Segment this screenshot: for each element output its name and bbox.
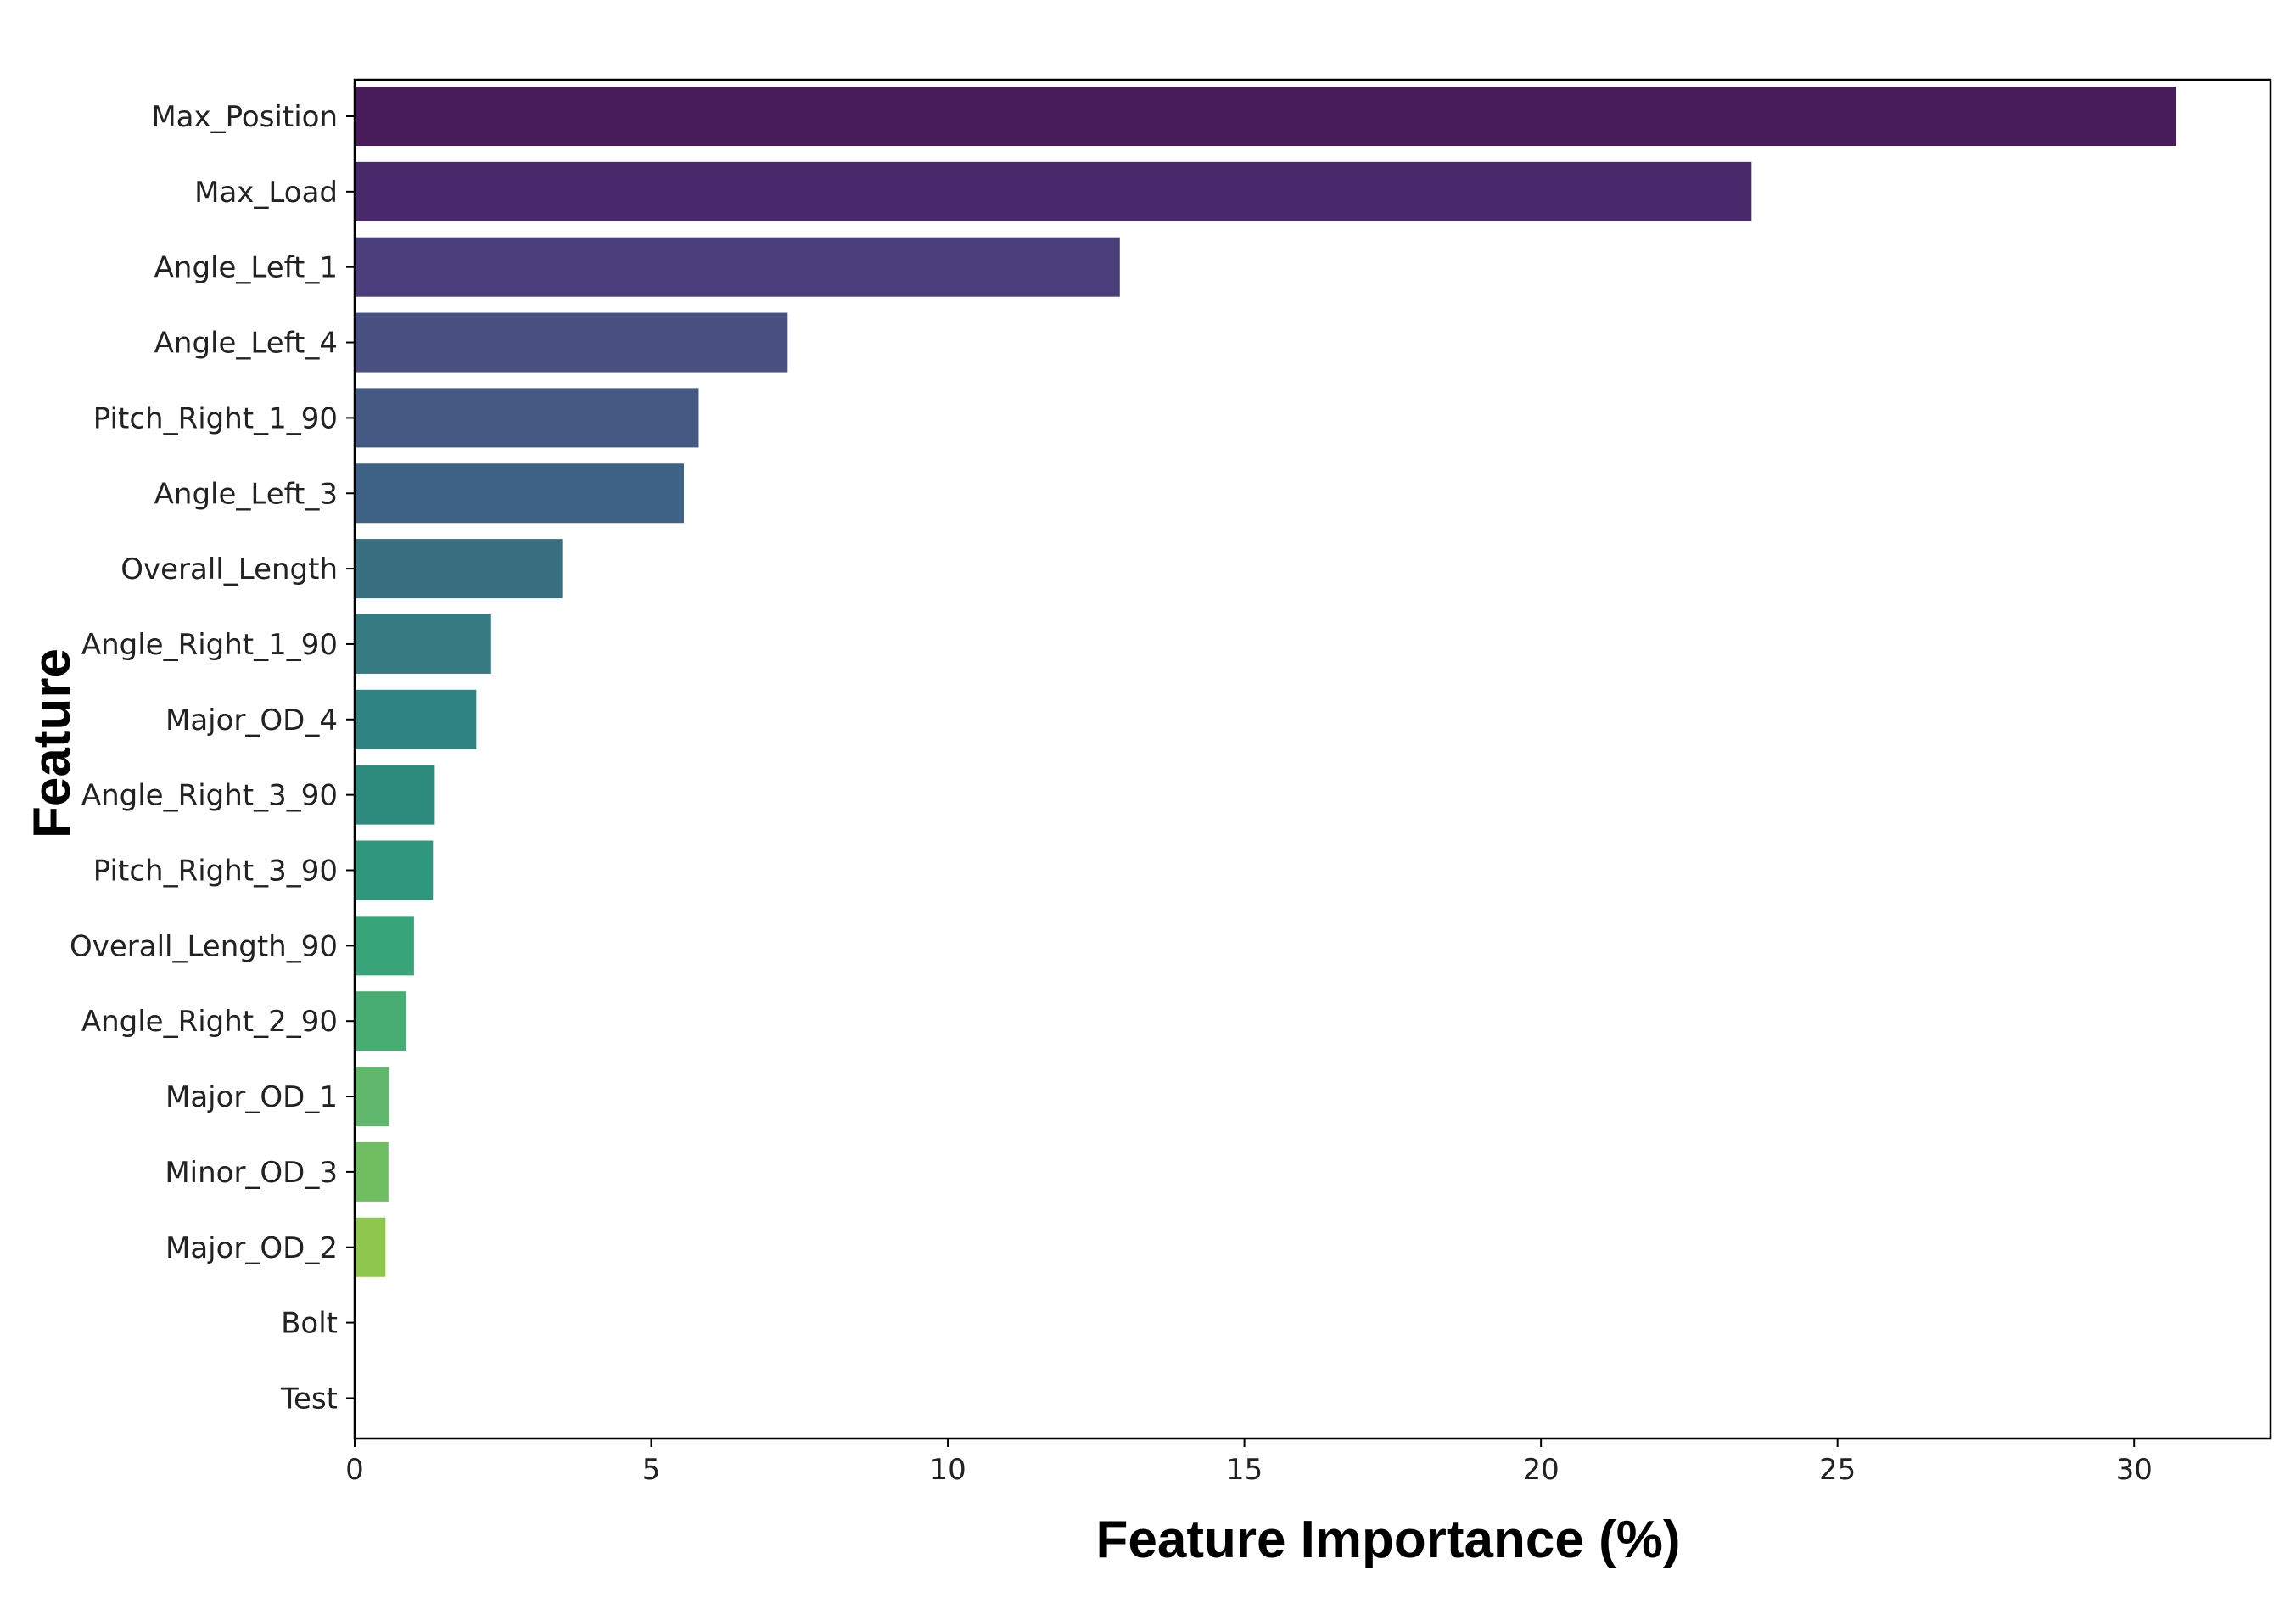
bar-pitch-right-3-90 <box>355 840 434 900</box>
bar-angle-right-3-90 <box>355 765 435 825</box>
y-tick-label: Minor_OD_3 <box>165 1156 338 1190</box>
y-tick-label: Angle_Left_3 <box>154 477 338 511</box>
y-tick-label: Angle_Left_4 <box>154 327 338 361</box>
y-tick-label: Overall_Length_90 <box>70 929 338 963</box>
y-tick-label: Angle_Left_1 <box>154 251 338 285</box>
x-tick-label: 5 <box>642 1453 661 1487</box>
plot-frame <box>353 78 2272 1440</box>
y-tick-label: Max_Load <box>194 176 338 210</box>
y-tick-label: Angle_Right_1_90 <box>81 628 338 662</box>
bar-major-od-2 <box>355 1217 386 1277</box>
x-tick-label: 20 <box>1523 1453 1560 1487</box>
bar-major-od-4 <box>355 689 477 749</box>
y-tick-label: Bolt <box>281 1307 338 1341</box>
y-tick-label: Test <box>280 1382 338 1416</box>
y-tick-label: Overall_Length <box>120 552 338 586</box>
y-tick-label: Angle_Right_2_90 <box>81 1005 338 1039</box>
x-tick-label: 25 <box>1819 1453 1856 1487</box>
bar-max-load <box>355 161 1752 221</box>
x-tick-label: 15 <box>1226 1453 1263 1487</box>
y-tick-label: Max_Position <box>151 100 338 134</box>
bar-overall-length-90 <box>355 916 414 976</box>
bar-angle-right-1-90 <box>355 614 491 674</box>
bar-overall-length <box>355 539 563 599</box>
bar-angle-left-1 <box>355 237 1120 297</box>
x-axis-title: Feature Importance (%) <box>1095 1511 1680 1569</box>
bar-minor-od-3 <box>355 1141 389 1202</box>
y-axis-ticks: Max_Position Max_Load Angle_Left_1 Angle_Le… <box>70 100 355 1416</box>
bar-angle-left-3 <box>355 463 684 524</box>
bar-angle-left-4 <box>355 312 788 373</box>
x-tick-label: 10 <box>929 1453 966 1487</box>
x-tick-label: 0 <box>345 1453 364 1487</box>
y-tick-label: Pitch_Right_1_90 <box>93 401 338 435</box>
y-tick-label: Angle_Right_3_90 <box>81 779 338 813</box>
y-tick-label: Pitch_Right_3_90 <box>93 855 338 889</box>
x-tick-label: 30 <box>2116 1453 2153 1487</box>
x-axis-ticks: 0 5 10 15 20 25 30 <box>345 1438 2153 1487</box>
bar-max-position <box>355 87 2176 146</box>
y-tick-label: Major_OD_4 <box>165 704 338 737</box>
y-tick-label: Major_OD_1 <box>165 1080 338 1114</box>
y-axis-title: Feature <box>23 648 81 838</box>
bars-group <box>355 87 2176 1277</box>
y-tick-label: Major_OD_2 <box>165 1231 338 1265</box>
bar-pitch-right-1-90 <box>355 388 699 448</box>
bar-angle-right-2-90 <box>355 991 406 1051</box>
bar-major-od-1 <box>355 1067 389 1127</box>
